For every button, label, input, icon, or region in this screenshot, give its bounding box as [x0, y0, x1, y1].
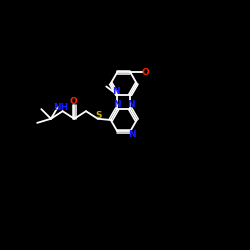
Text: NH: NH: [53, 104, 68, 112]
Text: O: O: [142, 68, 150, 77]
Text: N: N: [113, 100, 120, 110]
Text: O: O: [70, 98, 78, 106]
Text: N: N: [128, 130, 136, 139]
Text: N: N: [112, 87, 120, 96]
Text: S: S: [95, 111, 102, 120]
Text: N: N: [127, 100, 134, 110]
